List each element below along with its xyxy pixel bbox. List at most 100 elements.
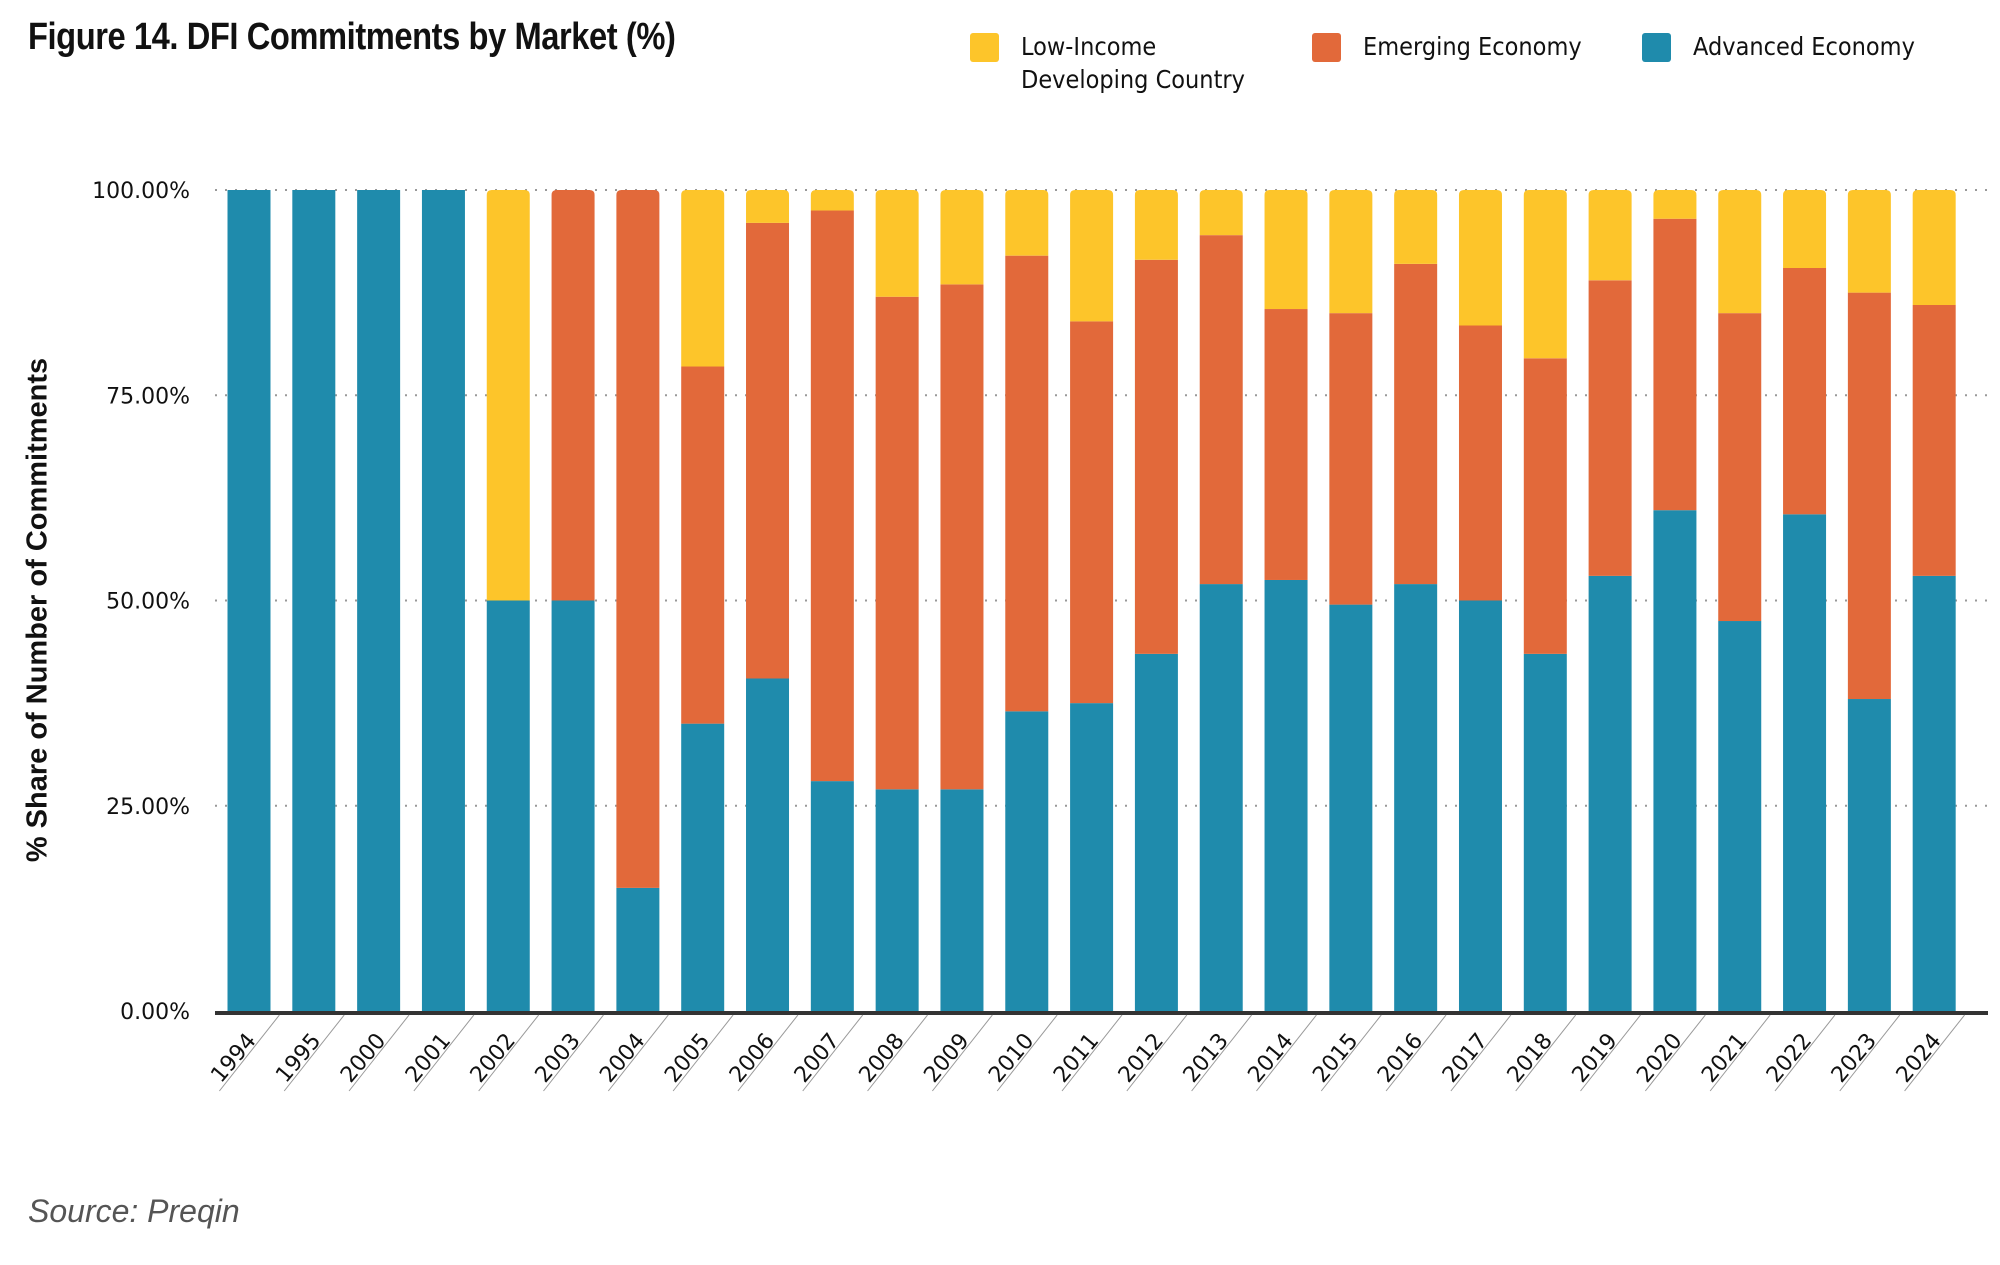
- bar-group-2021: [1718, 190, 1762, 1011]
- bar-segment-low-income-developing-country: [1199, 190, 1243, 236]
- bar-segment-advanced-economy: [1005, 711, 1049, 1011]
- source-note: Source: Preqin: [28, 1193, 240, 1229]
- bar-group-2001: [421, 190, 465, 1011]
- x-tick-label: 2017: [1438, 1029, 1493, 1088]
- bar-segment-advanced-economy: [1653, 510, 1697, 1011]
- y-axis-ticks: 0.00% 25.00% 50.00% 75.00% 100.00%: [92, 179, 190, 1025]
- bar-segment-low-income-developing-country: [746, 190, 790, 223]
- bar-segment-low-income-developing-country: [1783, 190, 1827, 268]
- x-tick-mark: [1644, 1014, 1706, 1092]
- bar-segment-low-income-developing-country: [1070, 190, 1114, 322]
- bar-segment-advanced-economy: [357, 190, 401, 1011]
- x-tick-mark: [1385, 1014, 1447, 1092]
- bar-segment-advanced-economy: [227, 190, 271, 1011]
- x-tick-label: 2013: [1179, 1029, 1234, 1088]
- legend-swatch-low-income: [970, 33, 999, 62]
- bar-group-2023: [1847, 190, 1891, 1011]
- x-tick-label: 2022: [1762, 1029, 1817, 1088]
- x-tick-mark: [931, 1014, 993, 1092]
- x-tick-label: 2006: [725, 1029, 780, 1088]
- x-tick-label: 2007: [790, 1029, 845, 1088]
- x-tick-label: 2001: [401, 1029, 456, 1088]
- bar-segment-advanced-economy: [810, 781, 854, 1011]
- bar-segment-low-income-developing-country: [1458, 190, 1502, 326]
- x-tick-label: 2005: [660, 1029, 715, 1088]
- legend-label-low-income: Low-Income Developing Country: [1021, 32, 1245, 94]
- x-tick-mark: [348, 1014, 410, 1092]
- x-tick-mark: [1061, 1014, 1123, 1092]
- x-tick-label: 2018: [1503, 1029, 1558, 1088]
- legend: Low-Income Developing Country Emerging E…: [970, 30, 2000, 110]
- x-tick-mark: [672, 1014, 734, 1092]
- x-tick-label: 2019: [1568, 1029, 1623, 1088]
- bar-group-2012: [1134, 190, 1178, 1011]
- bar-segment-advanced-economy: [1394, 584, 1438, 1011]
- x-tick-label: 2008: [855, 1029, 910, 1088]
- bar-segment-emerging-economy: [681, 366, 725, 724]
- bar-group-2019: [1588, 190, 1632, 1011]
- bar-segment-advanced-economy: [421, 190, 465, 1011]
- x-tick-mark: [543, 1014, 604, 1092]
- x-tick-mark: [1774, 1014, 1836, 1092]
- x-tick-mark: [1191, 1014, 1253, 1092]
- bar-segment-emerging-economy: [1264, 309, 1308, 580]
- bar-group-2014: [1264, 190, 1308, 1011]
- x-tick-mark: [219, 1014, 280, 1092]
- bar-segment-advanced-economy: [1588, 575, 1632, 1011]
- y-tick-label: 0.00%: [120, 1000, 190, 1025]
- legend-item-emerging: Emerging Economy: [1312, 30, 1606, 63]
- bar-segment-low-income-developing-country: [1329, 190, 1373, 314]
- bar-segment-emerging-economy: [1134, 259, 1178, 654]
- bar-segment-low-income-developing-country: [940, 190, 984, 285]
- bar-segment-low-income-developing-country: [1847, 190, 1891, 293]
- bar-segment-emerging-economy: [551, 190, 595, 601]
- x-tick-label: 2009: [919, 1029, 974, 1088]
- x-tick-mark: [1320, 1014, 1382, 1092]
- x-tick-mark: [283, 1014, 345, 1092]
- bar-group-2011: [1070, 190, 1114, 1011]
- legend-swatch-emerging: [1312, 33, 1341, 62]
- bar-group-2024: [1912, 190, 1956, 1011]
- x-tick-mark: [867, 1014, 928, 1092]
- x-tick-label: 2011: [1049, 1029, 1104, 1088]
- bar-segment-emerging-economy: [1653, 218, 1697, 511]
- bar-segment-emerging-economy: [940, 284, 984, 790]
- bar-segment-emerging-economy: [1458, 325, 1502, 601]
- bar-segment-emerging-economy: [1847, 292, 1891, 700]
- bar-group-2017: [1458, 190, 1502, 1011]
- bar-group-2003: [551, 190, 595, 1011]
- legend-label-advanced: Advanced Economy: [1693, 32, 1915, 61]
- bar-segment-low-income-developing-country: [810, 190, 854, 211]
- y-tick-label: 75.00%: [106, 384, 190, 409]
- bar-segment-advanced-economy: [1847, 699, 1891, 1011]
- bar-segment-emerging-economy: [875, 296, 919, 790]
- bar-segment-low-income-developing-country: [875, 190, 919, 297]
- bar-segment-emerging-economy: [1912, 304, 1956, 576]
- bar-group-2018: [1523, 190, 1567, 1011]
- bars: [227, 190, 1956, 1011]
- x-tick-label: 2004: [595, 1029, 650, 1088]
- bar-group-1994: [227, 190, 271, 1011]
- bar-group-2015: [1329, 190, 1373, 1011]
- bar-segment-emerging-economy: [616, 190, 660, 888]
- bar-segment-low-income-developing-country: [1718, 190, 1762, 314]
- x-tick-mark: [1709, 1014, 1771, 1092]
- bar-segment-advanced-economy: [486, 600, 530, 1011]
- bar-segment-advanced-economy: [1134, 653, 1178, 1011]
- bar-group-2013: [1199, 190, 1243, 1011]
- bar-segment-advanced-economy: [1718, 621, 1762, 1011]
- y-tick-label: 25.00%: [106, 795, 190, 820]
- x-tick-mark: [802, 1014, 864, 1092]
- bar-group-2010: [1005, 190, 1049, 1011]
- bar-group-2008: [875, 190, 919, 1011]
- bar-segment-emerging-economy: [1718, 313, 1762, 622]
- bar-group-2005: [681, 190, 725, 1011]
- bar-segment-low-income-developing-country: [1912, 190, 1956, 305]
- x-tick-label: 2016: [1373, 1029, 1428, 1088]
- x-tick-mark: [1904, 1014, 1965, 1092]
- x-tick-label: 2014: [1243, 1029, 1298, 1088]
- bar-group-2002: [486, 190, 530, 1011]
- x-tick-label: 2002: [466, 1029, 521, 1088]
- bar-segment-low-income-developing-country: [1653, 190, 1697, 219]
- x-tick-mark: [607, 1014, 669, 1092]
